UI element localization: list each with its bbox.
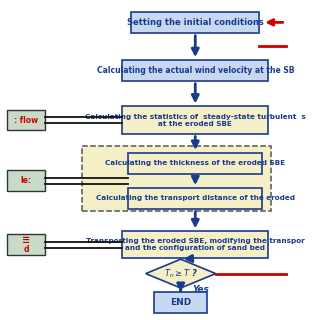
Text: Calculating the thickness of the eroded SBE: Calculating the thickness of the eroded … — [105, 160, 285, 166]
Polygon shape — [146, 259, 216, 288]
FancyBboxPatch shape — [128, 153, 262, 173]
Text: le:: le: — [21, 176, 32, 185]
FancyBboxPatch shape — [123, 106, 268, 134]
Text: ≡: ≡ — [22, 235, 30, 245]
Text: END: END — [170, 298, 191, 307]
Text: Yes: Yes — [192, 285, 209, 294]
Text: Calculating the transport distance of the eroded: Calculating the transport distance of th… — [96, 196, 295, 201]
FancyBboxPatch shape — [7, 235, 45, 255]
FancyBboxPatch shape — [7, 110, 45, 131]
Text: Calculating the statistics of  steady-state turbulent  s
at the eroded SBE: Calculating the statistics of steady-sta… — [85, 114, 306, 126]
Text: Calculating the actual wind velocity at the SB: Calculating the actual wind velocity at … — [97, 66, 294, 75]
Text: : flow: : flow — [14, 116, 38, 124]
FancyBboxPatch shape — [123, 60, 268, 81]
Text: $T_n \geq T$ ?: $T_n \geq T$ ? — [164, 267, 198, 280]
Text: d: d — [23, 245, 29, 254]
FancyBboxPatch shape — [128, 188, 262, 209]
FancyBboxPatch shape — [82, 146, 271, 211]
FancyBboxPatch shape — [7, 171, 45, 191]
FancyBboxPatch shape — [123, 231, 268, 259]
Text: Setting the initial conditions: Setting the initial conditions — [127, 18, 264, 27]
Text: Transporting the eroded SBE, modifying the transpor
and the configuration of san: Transporting the eroded SBE, modifying t… — [86, 238, 305, 251]
FancyBboxPatch shape — [131, 12, 260, 33]
FancyBboxPatch shape — [155, 292, 207, 313]
